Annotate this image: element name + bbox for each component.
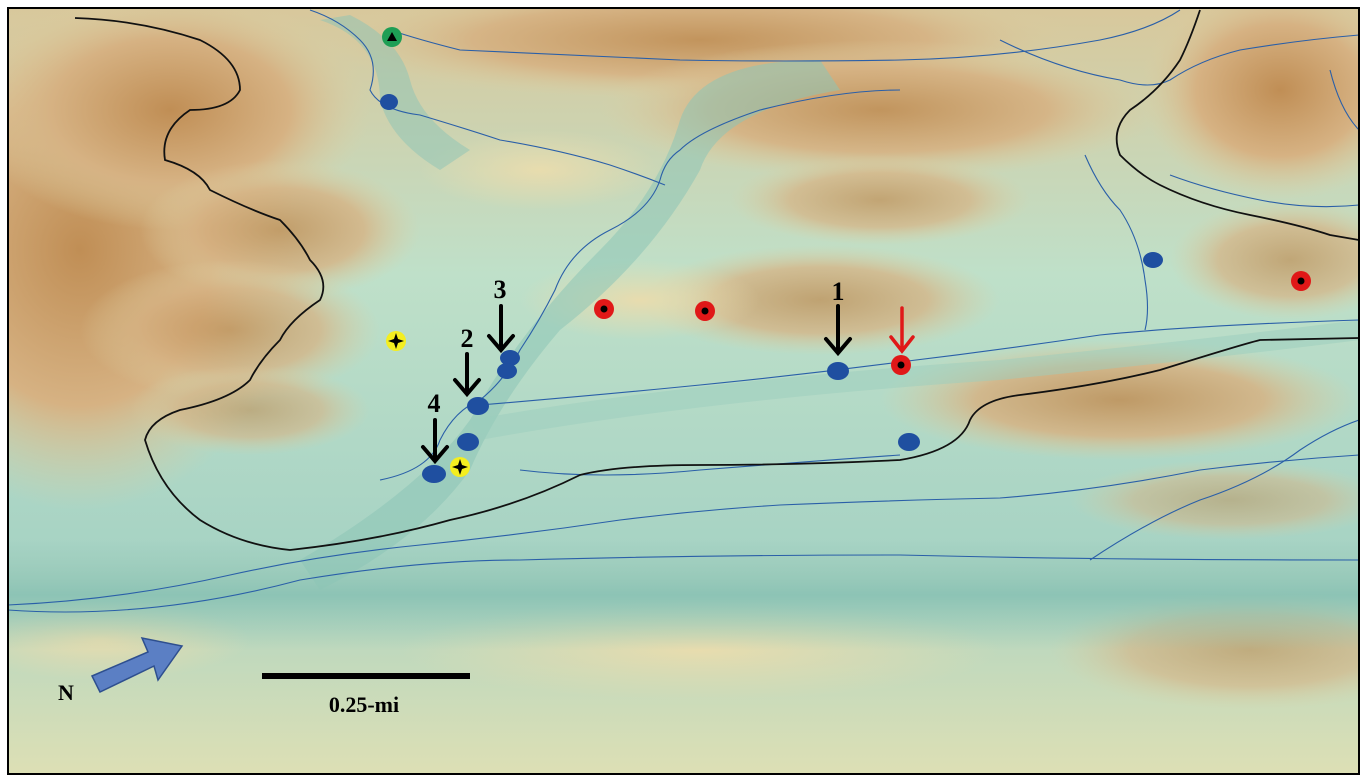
down-arrow-icon — [824, 304, 852, 357]
blue-dot-icon[interactable] — [500, 350, 520, 366]
down-arrow-icon — [453, 352, 481, 398]
red-target-icon[interactable] — [1291, 271, 1311, 291]
blue-dot-icon[interactable] — [827, 362, 849, 380]
north-arrow: N — [58, 636, 184, 705]
arrow-annotations: 1 2 3 4 — [421, 275, 915, 465]
scale-bar-label: 0.25-mi — [329, 692, 399, 717]
arrow-label-2: 2 — [461, 324, 474, 353]
blue-dot-icon[interactable] — [898, 433, 920, 451]
red-target-icon[interactable] — [891, 355, 911, 375]
watershed-boundary-main — [74, 17, 1359, 551]
down-arrow-icon — [421, 418, 449, 465]
blue-dot-icon[interactable] — [422, 465, 446, 483]
blue-dot-icon[interactable] — [1143, 252, 1163, 268]
stream-southeast — [1089, 419, 1359, 561]
stream-east-far — [1329, 69, 1359, 131]
blue-dot-icon[interactable] — [457, 433, 479, 451]
north-label: N — [58, 680, 74, 705]
watershed-boundaries — [74, 9, 1359, 551]
watershed-boundary-east — [1115, 9, 1359, 241]
arrow-4: 4 — [421, 389, 449, 465]
stream-north-branch — [389, 9, 1181, 62]
blue-dot-icon[interactable] — [497, 363, 517, 379]
stream-east-creek — [1084, 154, 1149, 331]
down-arrow-icon — [487, 304, 515, 354]
stream-east-north — [1169, 174, 1359, 208]
marker-layer — [380, 27, 1311, 483]
arrow-2: 2 — [453, 324, 481, 398]
arrow-red — [889, 306, 915, 354]
yellow-star-icon[interactable] — [386, 331, 406, 351]
arrow-label-3: 3 — [494, 275, 507, 304]
scale-bar: 0.25-mi — [262, 673, 470, 717]
yellow-star-icon[interactable] — [450, 457, 470, 477]
map-frame — [7, 7, 1360, 775]
blue-dot-icon[interactable] — [467, 397, 489, 415]
scale-bar-line — [262, 673, 470, 679]
north-arrow-icon — [90, 636, 184, 693]
stream-main-valley-lower — [8, 554, 1359, 613]
blue-dot-icon[interactable] — [380, 94, 398, 110]
arrow-1: 1 — [824, 277, 852, 357]
green-triangle-icon[interactable] — [382, 27, 402, 47]
stream-north-upper — [309, 9, 666, 186]
stream-south — [519, 454, 901, 476]
red-target-icon[interactable] — [594, 299, 614, 319]
arrow-label-4: 4 — [428, 389, 441, 418]
red-down-arrow-icon — [889, 306, 915, 354]
stream-tributary-west — [379, 89, 901, 481]
arrow-label-1: 1 — [832, 277, 845, 306]
stream-main-valley — [8, 454, 1359, 606]
arrow-3: 3 — [487, 275, 515, 354]
stream-northeast — [999, 34, 1359, 86]
red-target-icon[interactable] — [695, 301, 715, 321]
